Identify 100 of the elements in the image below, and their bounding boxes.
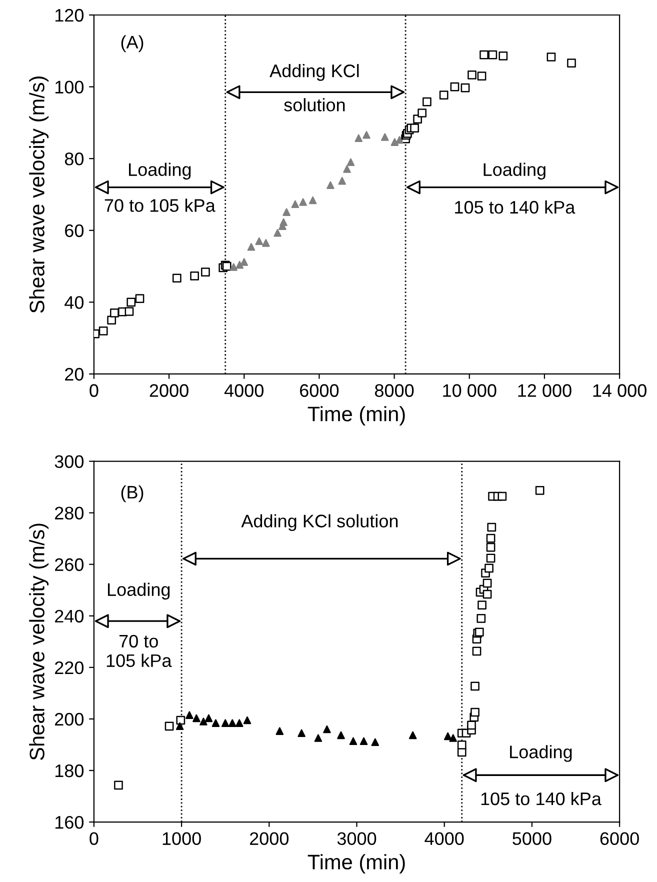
- point: [255, 237, 264, 246]
- point: [212, 719, 220, 727]
- point: [472, 646, 482, 656]
- point: [98, 326, 108, 336]
- y-tick-label: 300: [54, 455, 84, 468]
- point: [337, 731, 345, 740]
- x-tick-label: 2000: [150, 384, 188, 397]
- point: [124, 307, 134, 316]
- point: [567, 58, 576, 68]
- point: [444, 732, 452, 740]
- point: [439, 90, 448, 100]
- point: [221, 719, 230, 727]
- point: [326, 181, 334, 190]
- x-tick-label: 5000: [512, 832, 552, 846]
- point: [346, 158, 355, 166]
- point: [498, 492, 507, 501]
- point: [470, 682, 480, 691]
- point: [450, 82, 460, 92]
- point: [135, 294, 144, 304]
- point: [371, 738, 380, 746]
- annotation: (B): [121, 485, 144, 502]
- annotation: 70 to 105 kPa: [104, 198, 216, 212]
- point: [354, 134, 363, 142]
- annotation: Loading: [484, 162, 546, 180]
- point: [498, 51, 508, 60]
- y-tick-label: 20: [65, 368, 84, 381]
- y-tick-label: 40: [64, 296, 84, 309]
- point: [338, 176, 346, 185]
- point: [176, 716, 186, 725]
- point: [262, 239, 270, 247]
- point: [408, 731, 417, 740]
- point: [280, 218, 288, 226]
- point: [484, 564, 494, 573]
- point: [457, 740, 466, 750]
- point: [114, 780, 123, 790]
- point: [110, 308, 119, 318]
- point: [449, 734, 457, 742]
- annotation: (A): [121, 35, 144, 52]
- point: [164, 722, 174, 731]
- point: [192, 714, 200, 722]
- point: [126, 298, 136, 307]
- annotation: Adding KCl: [270, 64, 359, 81]
- point: [468, 70, 476, 80]
- point: [186, 711, 194, 719]
- annotation: 70 to 105 kPa: [106, 634, 172, 668]
- point: [298, 729, 306, 738]
- annotation: Adding KCl solution: [241, 514, 398, 532]
- annotation: Loading: [108, 582, 170, 600]
- point: [418, 108, 427, 118]
- x-tick-label: 0: [90, 832, 98, 846]
- x-tick-label: 3000: [337, 832, 376, 846]
- point: [486, 554, 496, 563]
- x-axis-title: Time (min): [308, 854, 405, 874]
- annotation: 105 to 140 kPa: [455, 200, 576, 214]
- point: [486, 534, 496, 543]
- annotation: Loading: [510, 745, 572, 762]
- x-tick-label: 4000: [424, 832, 464, 846]
- y-tick-label: 60: [65, 224, 84, 238]
- point: [477, 72, 486, 80]
- point: [476, 614, 486, 623]
- annotation: Loading: [129, 162, 191, 180]
- annotation: 105 to 140 kPa: [481, 792, 602, 806]
- y-tick-label: 160: [55, 816, 84, 829]
- point: [460, 83, 470, 92]
- point: [204, 714, 213, 722]
- y-axis-title: Shear wave velocity (m/s): [29, 76, 49, 313]
- point: [172, 274, 182, 283]
- point: [240, 258, 248, 266]
- point: [299, 198, 307, 206]
- x-tick-label: 12 000: [518, 384, 572, 397]
- x-tick-label: 14 000: [593, 384, 646, 397]
- point: [486, 542, 496, 552]
- x-tick-label: 6000: [300, 384, 339, 397]
- y-tick-label: 80: [64, 152, 84, 166]
- x-tick-label: 6000: [600, 832, 639, 846]
- y-tick-label: 240: [55, 610, 84, 623]
- y-tick-label: 100: [55, 80, 84, 94]
- point: [200, 718, 208, 726]
- annotation: solution: [284, 98, 345, 112]
- x-tick-label: 2000: [250, 832, 289, 846]
- x-tick-label: 1000: [162, 832, 201, 846]
- point: [488, 50, 498, 60]
- point: [410, 124, 419, 132]
- y-tick-label: 280: [55, 506, 84, 520]
- point: [235, 719, 244, 727]
- point: [482, 578, 492, 588]
- point: [190, 272, 199, 280]
- point: [422, 97, 432, 106]
- point: [308, 196, 317, 204]
- point: [243, 716, 252, 724]
- y-tick-label: 260: [55, 558, 84, 572]
- y-tick-label: 180: [55, 764, 84, 778]
- point: [201, 268, 210, 276]
- point: [478, 600, 486, 610]
- point: [343, 165, 351, 173]
- point: [482, 590, 492, 599]
- point: [480, 50, 488, 60]
- point: [360, 737, 368, 745]
- x-tick-label: 0: [90, 384, 98, 397]
- point: [176, 722, 184, 730]
